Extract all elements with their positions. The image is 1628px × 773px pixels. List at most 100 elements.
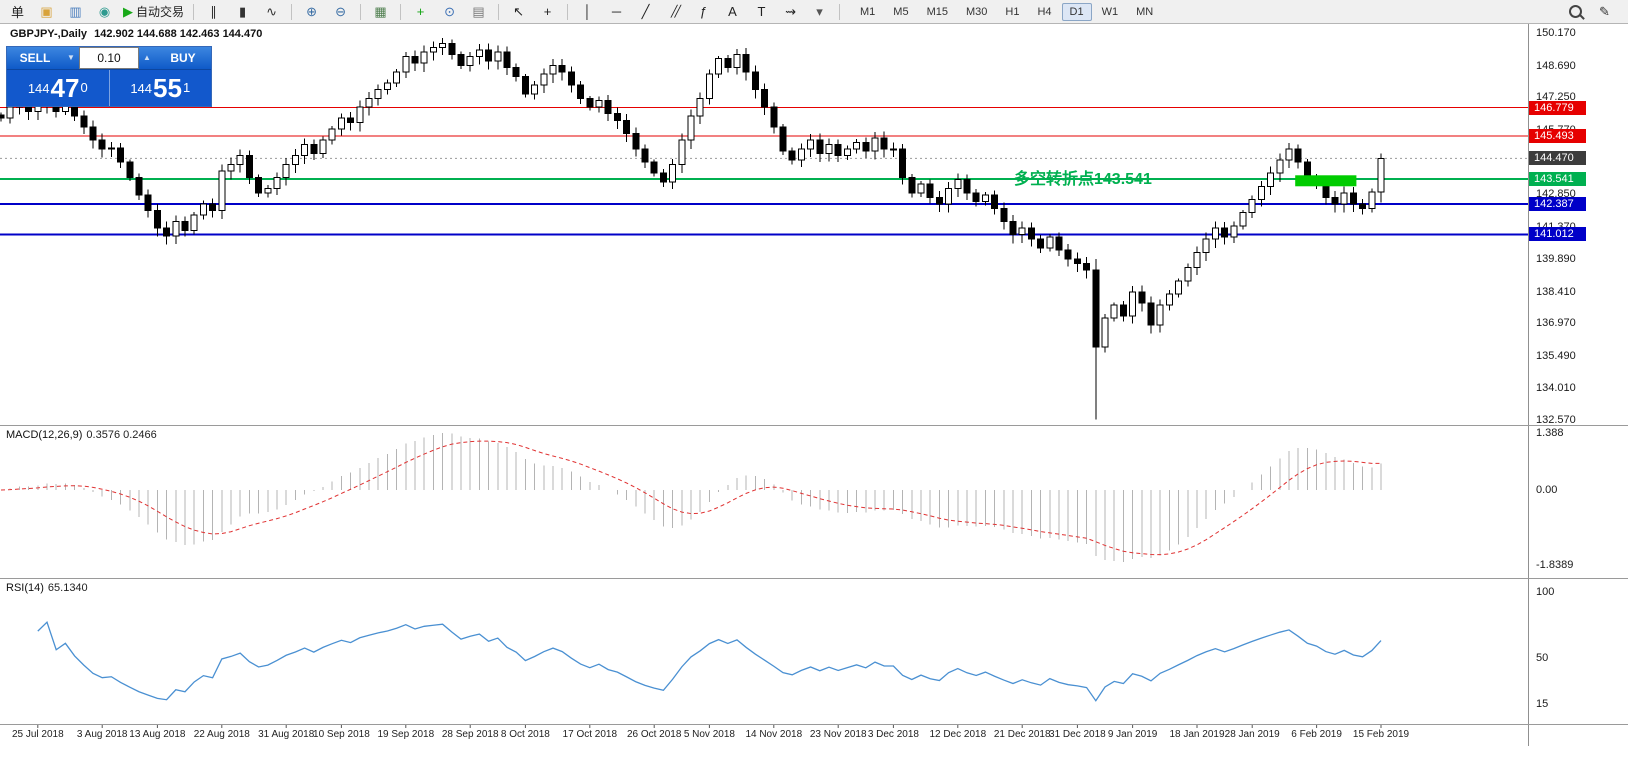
templates-icon[interactable]: ▤ xyxy=(472,3,485,19)
date-label: 3 Aug 2018 xyxy=(76,729,128,740)
date-label: 26 Oct 2018 xyxy=(626,729,682,740)
price-axis-label: 138.410 xyxy=(1536,285,1576,298)
main-chart-panel[interactable] xyxy=(0,24,1528,425)
crosshair-icon[interactable]: + xyxy=(543,4,552,19)
zoom-out-icon[interactable]: ⊖ xyxy=(335,3,346,19)
date-label: 22 Aug 2018 xyxy=(193,729,250,740)
timeframe-d1[interactable]: D1 xyxy=(1061,2,1092,21)
macd-values: 0.3576 0.2466 xyxy=(86,429,157,441)
date-label: 10 Sep 2018 xyxy=(313,729,370,740)
chart-annotation: 多空转折点143.541 xyxy=(1014,171,1152,188)
buy-price-sup: 1 xyxy=(182,80,191,95)
sell-price-prefix: 144 xyxy=(27,80,50,96)
cursor-icon[interactable]: ↖ xyxy=(513,3,524,19)
panel-separator xyxy=(0,724,1628,725)
timeframe-w1[interactable]: W1 xyxy=(1101,5,1119,18)
panel-separator xyxy=(0,578,1628,579)
timeframe-h4[interactable]: H4 xyxy=(1037,5,1052,18)
trendline-icon[interactable]: ╱ xyxy=(641,3,650,19)
date-label: 12 Dec 2018 xyxy=(929,729,987,740)
toolbar: 单 ▣ ▥ ◉ ▶ 自动交易 ∥ ▮ ∿ ⊕ ⊖ ▦ + ⊙ ▤ ↖ + │ ─ ╱ ╱╱ ƒ A T ⇝ ▾ M1 M5 M15 M3… xyxy=(0,0,1628,24)
date-label: 5 Nov 2018 xyxy=(683,729,735,740)
toolbar-separator xyxy=(193,3,195,20)
candlestick-chart-icon[interactable]: ▮ xyxy=(238,3,247,19)
price-axis-label: 136.970 xyxy=(1536,317,1576,330)
price-axis-label: 135.490 xyxy=(1536,349,1576,362)
toolbar-separator xyxy=(291,3,293,20)
macd-panel[interactable] xyxy=(0,425,1528,578)
text-label-icon[interactable]: T xyxy=(757,4,766,19)
level-price-badge: 142.387 xyxy=(1529,197,1586,212)
charts-icon[interactable]: ▣ xyxy=(40,3,53,19)
buy-price-prefix: 144 xyxy=(130,80,153,96)
horizontal-line-icon[interactable]: ─ xyxy=(611,4,622,19)
date-label: 15 Feb 2019 xyxy=(1352,729,1410,740)
sell-button[interactable]: SELL xyxy=(7,47,63,69)
lot-size-input[interactable] xyxy=(79,47,139,69)
toolbar-separator xyxy=(839,3,841,20)
macd-label: MACD(12,26,9) 0.3576 0.2466 xyxy=(6,429,157,441)
arrows-icon[interactable]: ⇝ xyxy=(785,3,796,19)
rsi-axis-label: 50 xyxy=(1536,652,1549,664)
toolbar-sections: 单 ▣ ▥ ◉ ▶ 自动交易 ∥ ▮ ∿ ⊕ ⊖ ▦ + ⊙ ▤ ↖ + │ ─ ╱ ╱╱ ƒ A T ⇝ ▾ xyxy=(3,2,834,22)
toolbar-separator xyxy=(567,3,569,20)
vertical-line-icon[interactable]: │ xyxy=(583,4,592,19)
equidistant-channel-icon[interactable]: ╱╱ xyxy=(670,6,681,18)
date-label: 18 Jan 2019 xyxy=(1169,729,1225,740)
date-label: 8 Oct 2018 xyxy=(500,729,550,740)
lot-increase-button[interactable]: ▲ xyxy=(139,47,155,69)
level-price-badge: 145.493 xyxy=(1529,128,1586,143)
timeframe-m1[interactable]: M1 xyxy=(860,5,876,18)
timeframe-m5[interactable]: M5 xyxy=(893,5,909,18)
timeframe-mn[interactable]: MN xyxy=(1136,5,1154,18)
rsi-panel[interactable] xyxy=(0,578,1528,724)
date-label: 28 Jan 2019 xyxy=(1224,729,1280,740)
date-label: 3 Dec 2018 xyxy=(867,729,919,740)
magnifier-icon[interactable] xyxy=(1563,2,1588,22)
price-axis-label: 147.250 xyxy=(1536,91,1576,104)
timeframe-m30[interactable]: M30 xyxy=(965,5,988,18)
date-label: 13 Aug 2018 xyxy=(129,729,186,740)
text-icon[interactable]: A xyxy=(728,4,737,19)
sell-price-display[interactable]: 144 47 0 xyxy=(7,70,110,106)
price-axis-label: 132.570 xyxy=(1536,414,1576,427)
date-label: 9 Jan 2019 xyxy=(1107,729,1158,740)
timeframe-m15[interactable]: M15 xyxy=(926,5,948,18)
periods-icon[interactable]: ⊙ xyxy=(444,3,455,19)
date-label: 31 Dec 2018 xyxy=(1049,729,1106,740)
navigator-icon[interactable]: ◉ xyxy=(98,3,111,19)
edit-icon[interactable]: ✎ xyxy=(1599,3,1610,19)
macd-axis-label: 0.00 xyxy=(1536,484,1558,496)
date-label: 28 Sep 2018 xyxy=(441,729,499,740)
symbol-period-label: GBPJPY-,Daily xyxy=(10,28,88,40)
indicators-icon[interactable]: + xyxy=(416,4,425,19)
market-watch-icon[interactable]: ▥ xyxy=(69,3,82,19)
sell-price-big: 47 xyxy=(50,73,80,103)
autotrading-button[interactable]: ▶ 自动交易 xyxy=(123,3,185,20)
tile-windows-icon[interactable]: ▦ xyxy=(374,3,387,19)
date-label: 25 Jul 2018 xyxy=(11,729,64,740)
price-axis: 150.170148.690147.250145.770144.290142.8… xyxy=(1528,24,1628,746)
zoom-in-icon[interactable]: ⊕ xyxy=(306,3,317,19)
fibonacci-icon[interactable]: ƒ xyxy=(699,4,708,19)
new-order-button[interactable]: 单 xyxy=(10,5,24,20)
price-chart[interactable] xyxy=(0,0,1528,746)
arrows-dropdown-icon[interactable]: ▾ xyxy=(816,3,823,19)
date-label: 21 Dec 2018 xyxy=(993,729,1051,740)
date-label: 6 Feb 2019 xyxy=(1291,729,1342,740)
timeframe-h1[interactable]: H1 xyxy=(1005,5,1020,18)
toolbar-separator xyxy=(498,3,500,20)
buy-button[interactable]: BUY xyxy=(155,47,211,69)
date-label: 14 Nov 2018 xyxy=(745,729,803,740)
date-label: 19 Sep 2018 xyxy=(377,729,435,740)
rsi-value: 65.1340 xyxy=(47,582,88,594)
toolbar-separator xyxy=(400,3,402,20)
lot-decrease-button[interactable]: ▼ xyxy=(63,47,79,69)
level-price-badge: 141.012 xyxy=(1529,227,1586,242)
macd-axis-label: -1.8389 xyxy=(1536,559,1574,572)
level-price-badge: 143.541 xyxy=(1529,171,1586,186)
line-chart-icon[interactable]: ∿ xyxy=(266,3,277,19)
buy-price-display[interactable]: 144 55 1 xyxy=(109,70,211,106)
bar-chart-icon[interactable]: ∥ xyxy=(210,3,217,19)
